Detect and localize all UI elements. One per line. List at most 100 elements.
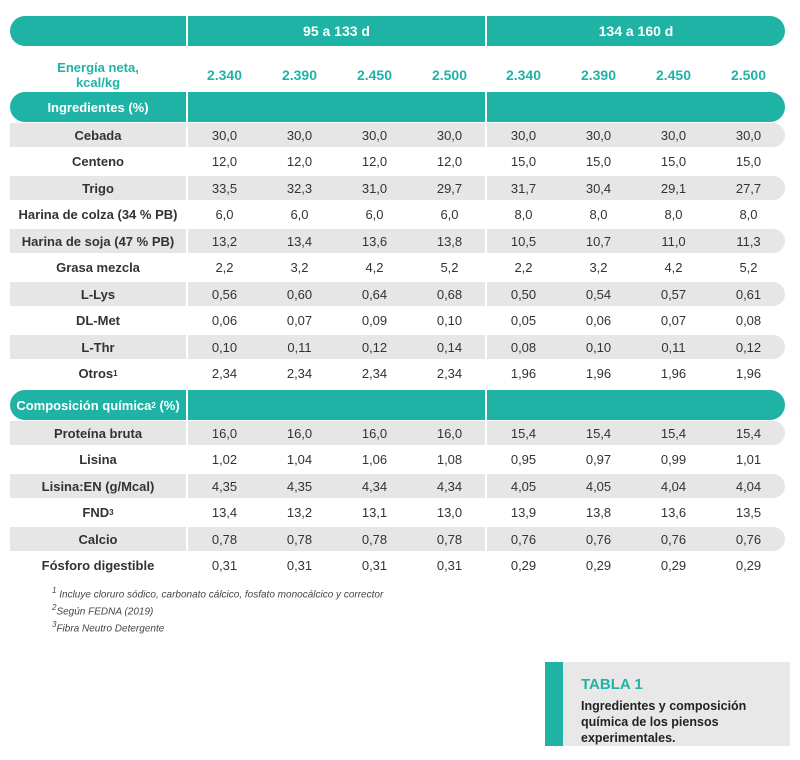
table-row: L-Thr 0,10 0,11 0,12 0,14 0,08 0,10 0,11 0,12 (10, 335, 785, 359)
section-ingredients: Ingredientes (%) (10, 92, 785, 122)
table-cell: 0,10 (211, 339, 238, 355)
table-cell: 0,76 (585, 531, 612, 547)
table-cell: 0,50 (510, 286, 537, 302)
row-label: L-Thr (10, 335, 186, 359)
table-cell: 30,0 (361, 127, 388, 143)
row-label: Fósforo digestible (41, 558, 155, 573)
table-row: Cebada 30,0 30,0 30,0 30,0 30,0 30,0 30,0 30,0 (10, 123, 785, 147)
section-ingredients-label: Ingredientes (%) (10, 92, 186, 122)
table-cell: 0,99 (660, 452, 687, 467)
table-cell: 0,61 (735, 286, 762, 302)
table-cell: 2,2 (514, 260, 533, 275)
table-cell: 8,0 (664, 207, 683, 222)
table-cell: 4,2 (365, 260, 384, 275)
table-cell: 15,0 (735, 154, 762, 169)
table-cell: 13,6 (361, 233, 388, 249)
column-divider (186, 16, 188, 581)
table-cell: 1,04 (286, 452, 313, 467)
table-cell: 13,8 (585, 505, 612, 520)
table-row: L-Lys 0,56 0,60 0,64 0,68 0,50 0,54 0,57 0,61 (10, 282, 785, 306)
table-cell: 1,96 (660, 366, 687, 381)
table-cell: 0,12 (735, 339, 762, 355)
table-cell: 5,2 (440, 260, 459, 275)
row-label: Cebada (10, 123, 186, 147)
table-cell: 2,34 (286, 366, 313, 381)
table-cell: 3,2 (589, 260, 608, 275)
table-cell: 13,4 (211, 505, 238, 520)
table-cell: 2,34 (436, 366, 463, 381)
table-cell: 0,76 (510, 531, 537, 547)
table-cell: 6,0 (290, 207, 309, 222)
table-cell: 0,31 (286, 558, 313, 573)
table-cell: 6,0 (440, 207, 459, 222)
table-cell: 13,4 (286, 233, 313, 249)
table-cell: 0,06 (211, 313, 238, 328)
table-cell: 0,06 (585, 313, 612, 328)
row-label: Proteína bruta (10, 421, 186, 445)
row-label: Grasa mezcla (56, 260, 140, 275)
row-label: L-Lys (10, 282, 186, 306)
table-cell: 2,2 (215, 260, 234, 275)
table-cell: 15,4 (585, 425, 612, 441)
table-cell: 6,0 (365, 207, 384, 222)
row-label: Harina de colza (34 % PB) (18, 207, 178, 222)
energy-value: 2.340 (206, 67, 243, 83)
table-cell: 4,34 (436, 478, 463, 494)
row-label: DL-Met (75, 313, 121, 328)
table-cell: 29,1 (660, 180, 687, 196)
table-row: Harina de soja (47 % PB) 13,2 13,4 13,6 13,8… (10, 229, 785, 253)
table-cell: 0,29 (510, 558, 537, 573)
table-cell: 0,29 (660, 558, 687, 573)
row-label: Harina de soja (47 % PB) (10, 229, 186, 253)
footnote: 1 Incluye cloruro sódico, carbonato cálc… (52, 586, 384, 601)
table-row: Calcio 0,78 0,78 0,78 0,78 0,76 0,76 0,76 0,76 (10, 527, 785, 551)
row-label: Lisina:EN (g/Mcal) (10, 474, 186, 498)
table-cell: 0,78 (286, 531, 313, 547)
table-cell: 0,57 (660, 286, 687, 302)
table-cell: 4,05 (510, 478, 537, 494)
section-composition-label: Composición química 2 (%) (10, 390, 186, 420)
table-cell: 4,04 (660, 478, 687, 494)
table-cell: 15,4 (660, 425, 687, 441)
table-cell: 32,3 (286, 180, 313, 196)
table-cell: 0,76 (660, 531, 687, 547)
table-cell: 0,60 (286, 286, 313, 302)
table-row: Grasa mezcla 2,2 3,2 4,2 5,2 2,2 3,2 4,2 5,2 (10, 256, 785, 280)
table-cell: 33,5 (211, 180, 238, 196)
table-cell: 13,2 (286, 505, 313, 520)
table-cell: 4,34 (361, 478, 388, 494)
table-cell: 31,7 (510, 180, 537, 196)
footnote: 3Fibra Neutro Detergente (52, 620, 165, 635)
table-cell: 8,0 (589, 207, 608, 222)
table-cell: 13,6 (660, 505, 687, 520)
table-cell: 16,0 (286, 425, 313, 441)
table-cell: 1,02 (211, 452, 238, 467)
table-cell: 0,78 (361, 531, 388, 547)
table-row: Otros 1 2,34 2,34 2,34 2,34 1,96 1,96 1,96 1,96 (10, 362, 785, 386)
table-cell: 0,10 (436, 313, 463, 328)
energy-value: 2.450 (356, 67, 393, 83)
table-cell: 0,68 (436, 286, 463, 302)
table-cell: 1,01 (735, 452, 762, 467)
table-cell: 6,0 (215, 207, 234, 222)
row-label: Centeno (72, 154, 124, 169)
table-cell: 8,0 (514, 207, 533, 222)
table-cell: 0,31 (436, 558, 463, 573)
table-cell: 0,14 (436, 339, 463, 355)
table-cell: 0,64 (361, 286, 388, 302)
table-cell: 1,06 (361, 452, 388, 467)
table-cell: 13,9 (510, 505, 537, 520)
table-cell: 30,0 (660, 127, 687, 143)
table-cell: 11,0 (661, 233, 686, 249)
table-cell: 10,5 (510, 233, 537, 249)
table-cell: 15,4 (735, 425, 762, 441)
column-divider (485, 16, 487, 581)
table-cell: 11,3 (736, 233, 761, 249)
energy-value: 2.500 (730, 67, 767, 83)
table-row: Centeno 12,0 12,0 12,0 12,0 15,0 15,0 15,0 15,0 (10, 150, 785, 174)
table-cell: 27,7 (735, 180, 762, 196)
table-cell: 0,08 (510, 339, 537, 355)
table-cell: 0,54 (585, 286, 612, 302)
table-cell: 4,05 (585, 478, 612, 494)
header-corner (10, 16, 186, 46)
